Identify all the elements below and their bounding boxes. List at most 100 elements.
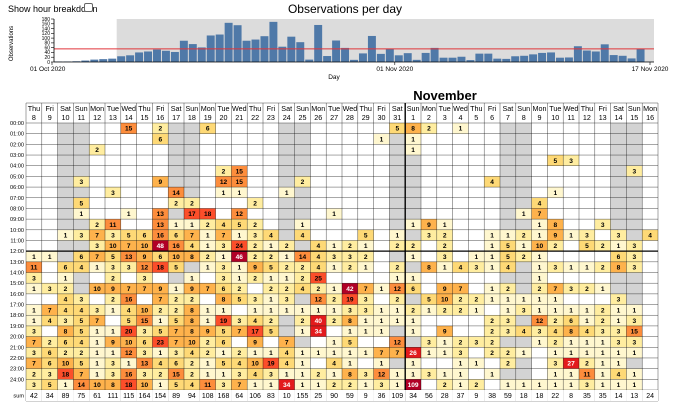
- cell-value: 1: [364, 382, 368, 389]
- cell-value: 3: [111, 265, 115, 272]
- cell-value: 1: [64, 275, 68, 282]
- cell-value: 1: [269, 243, 273, 250]
- heat-cell: [500, 251, 516, 262]
- heat-cell: [405, 272, 421, 284]
- heat-cell: [484, 240, 500, 252]
- hour-breakdown-checkbox[interactable]: [84, 3, 93, 12]
- heat-cell: [247, 293, 263, 305]
- hour-label: 05:00: [10, 174, 24, 180]
- cell-value: 1: [95, 339, 99, 346]
- sum-cell: [563, 390, 579, 401]
- sum-value: 115: [123, 393, 134, 400]
- cell-value: 4: [237, 361, 241, 368]
- cell-value: 1: [538, 382, 542, 389]
- day-bar: [457, 56, 466, 62]
- hour-breakdown-label: Show hour breakdown: [8, 4, 98, 14]
- y-tick-label: 160: [42, 22, 51, 28]
- day-of-month-label: 4: [459, 113, 463, 122]
- cell-value: 2: [538, 286, 542, 293]
- cell-value: 4: [158, 361, 162, 368]
- heat-cell: [263, 379, 279, 390]
- cell-value: 1: [459, 126, 463, 133]
- heat-cell: [500, 240, 516, 252]
- heat-cell: [231, 229, 248, 241]
- heat-cell: [452, 347, 469, 358]
- cell-value: 1: [411, 361, 415, 368]
- heat-cell: [531, 229, 548, 241]
- cell-value: 1: [474, 254, 478, 261]
- sum-cell: [342, 390, 358, 401]
- day-bar: [233, 25, 242, 62]
- day-of-week-label: Wed: [343, 104, 358, 113]
- cell-value: 4: [617, 371, 621, 378]
- heat-cell: [579, 325, 595, 337]
- heat-cell: [610, 240, 627, 252]
- day-of-week-label: Sun: [407, 104, 420, 113]
- heat-cell: [531, 240, 548, 252]
- sum-cell: [579, 390, 595, 401]
- day-of-month-label: 27: [330, 113, 338, 122]
- heat-cell: [73, 176, 90, 188]
- cell-value: 1: [237, 190, 241, 197]
- cell-value: 1: [380, 318, 384, 325]
- cell-value: 15: [631, 329, 639, 336]
- heat-cell: [531, 272, 548, 284]
- cell-value: 2: [585, 286, 589, 293]
- heat-cell: [500, 293, 516, 305]
- cell-value: 2: [64, 286, 68, 293]
- heat-cell: [421, 304, 437, 316]
- cell-value: 2: [553, 339, 557, 346]
- heat-cell: [105, 219, 121, 230]
- heat-cell: [563, 283, 579, 294]
- heat-cell: [136, 315, 153, 326]
- month-label: November: [413, 88, 477, 103]
- heat-cell: [73, 315, 90, 326]
- heat-cell: [326, 357, 342, 369]
- heat-cell: [57, 293, 74, 305]
- heat-cell: [468, 379, 485, 390]
- heat-cell: [184, 283, 200, 294]
- sum-cell: [263, 390, 279, 401]
- heat-cell: [373, 133, 390, 145]
- hour-label: 19:00: [10, 324, 24, 330]
- heat-cell: [405, 133, 421, 145]
- heat-cell: [610, 347, 627, 358]
- cell-value: 1: [617, 307, 621, 314]
- cell-value: 7: [158, 297, 162, 304]
- cell-value: 5: [174, 318, 178, 325]
- hour-label: 21:00: [10, 345, 24, 351]
- cell-value: 1: [522, 243, 526, 250]
- cell-value: 1: [601, 361, 605, 368]
- cell-value: 1: [48, 254, 52, 261]
- heat-cell: [294, 261, 311, 273]
- heat-cell: [547, 187, 564, 198]
- heat-cell: [626, 315, 643, 326]
- day-of-month-label: 8: [522, 113, 526, 122]
- day-bar: [188, 44, 197, 62]
- cell-value: 5: [79, 361, 83, 368]
- heat-cell: [136, 272, 153, 284]
- heat-cell: [152, 133, 169, 145]
- heat-cell: [105, 261, 121, 273]
- heat-cell: [515, 240, 532, 252]
- heat-cell: [26, 368, 42, 380]
- heat-cell: [357, 379, 374, 390]
- day-of-week-label: Thu: [581, 104, 593, 113]
- heat-cell: [310, 293, 327, 305]
- cell-value: 4: [253, 371, 257, 378]
- cell-value: 8: [190, 254, 194, 261]
- hour-label: 15:00: [10, 281, 24, 287]
- cell-value: 2: [95, 147, 99, 154]
- sum-value: 28: [441, 393, 449, 400]
- heat-cell: [57, 283, 74, 294]
- heat-cell: [199, 123, 216, 134]
- heat-cell: [405, 251, 421, 262]
- hour-label: 16:00: [10, 292, 24, 298]
- cell-value: 12: [141, 265, 149, 272]
- heat-cell: [357, 261, 374, 273]
- cell-value: 5: [585, 243, 589, 250]
- cell-value: 6: [569, 318, 573, 325]
- cell-value: 1: [569, 307, 573, 314]
